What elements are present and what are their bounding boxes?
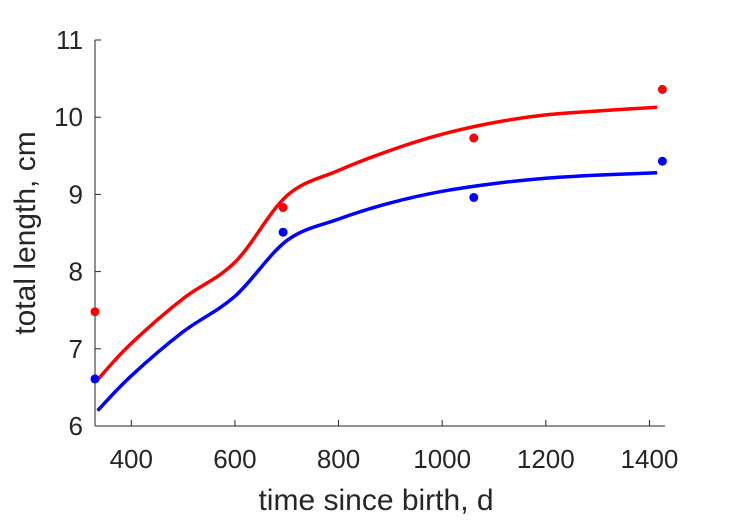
series-0-fit-line: [96, 105, 658, 381]
x-axis-title: time since birth, d: [258, 484, 493, 517]
y-tick-label: 7: [69, 334, 83, 364]
x-tick-label: 800: [317, 444, 360, 474]
x-tick-label: 1200: [517, 444, 575, 474]
series-1-data-point: [278, 227, 288, 237]
y-axis-title: total length, cm: [9, 131, 42, 334]
x-tick-label: 1400: [621, 444, 679, 474]
series-1-data-point: [657, 156, 667, 166]
series-0-data-point: [90, 307, 100, 317]
series-1-data-point: [469, 192, 479, 202]
y-axis-ticks: 6 7 8 9 10 11: [54, 25, 101, 441]
x-tick-label: 600: [213, 444, 256, 474]
y-tick-label: 6: [69, 411, 83, 441]
x-tick-label: 1000: [413, 444, 471, 474]
series-0: [90, 84, 667, 381]
series-0-data-point: [657, 84, 667, 94]
x-tick-label: 400: [110, 444, 153, 474]
series-layer: [90, 84, 667, 412]
series-1: [90, 156, 667, 412]
y-tick-label: 9: [69, 179, 83, 209]
y-tick-label: 11: [56, 25, 83, 55]
series-1-data-point: [90, 374, 100, 384]
series-0-data-point: [469, 133, 479, 143]
series-1-fit-line: [96, 171, 658, 412]
series-0-data-point: [278, 203, 288, 213]
x-axis-ticks: 400 600 800 1000 1200 1400: [110, 420, 679, 474]
y-tick-label: 8: [69, 257, 83, 287]
y-tick-label: 10: [54, 102, 83, 132]
